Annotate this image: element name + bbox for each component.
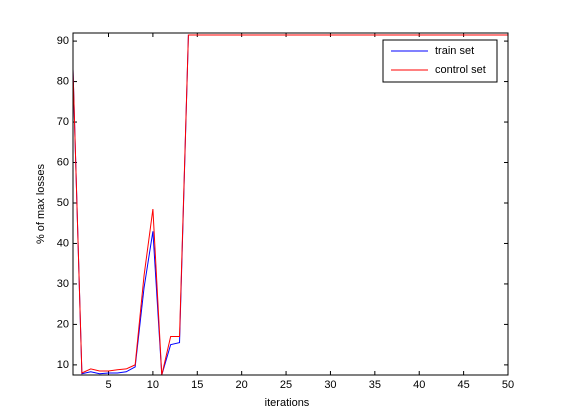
x-axis-label: iterations [265, 397, 310, 409]
y-tick-label: 30 [57, 278, 69, 290]
x-tick-label: 5 [105, 379, 111, 391]
y-tick-label: 80 [57, 75, 69, 87]
axes-box [72, 32, 509, 376]
x-tick-label: 50 [502, 379, 514, 391]
y-axis-label: % of max losses [35, 163, 47, 244]
x-tick-label: 10 [147, 379, 159, 391]
y-tick-label: 70 [57, 116, 69, 128]
y-tick-label: 60 [57, 156, 69, 168]
legend-label: train set [435, 45, 474, 57]
x-tick-label: 20 [236, 379, 248, 391]
legend-label: control set [435, 64, 486, 76]
y-tick-label: 40 [57, 237, 69, 249]
x-tick-label: 15 [191, 379, 203, 391]
y-tick-label: 20 [57, 318, 69, 330]
series-line [73, 34, 508, 375]
x-tick-label: 45 [457, 379, 469, 391]
y-tick-label: 50 [57, 197, 69, 209]
legend-box [382, 39, 498, 83]
y-tick-label: 10 [57, 359, 69, 371]
x-tick-label: 30 [324, 379, 336, 391]
y-tick-label: 90 [57, 35, 69, 47]
plot-area [73, 33, 508, 375]
x-tick-label: 40 [413, 379, 425, 391]
x-tick-label: 25 [280, 379, 292, 391]
x-tick-label: 35 [369, 379, 381, 391]
